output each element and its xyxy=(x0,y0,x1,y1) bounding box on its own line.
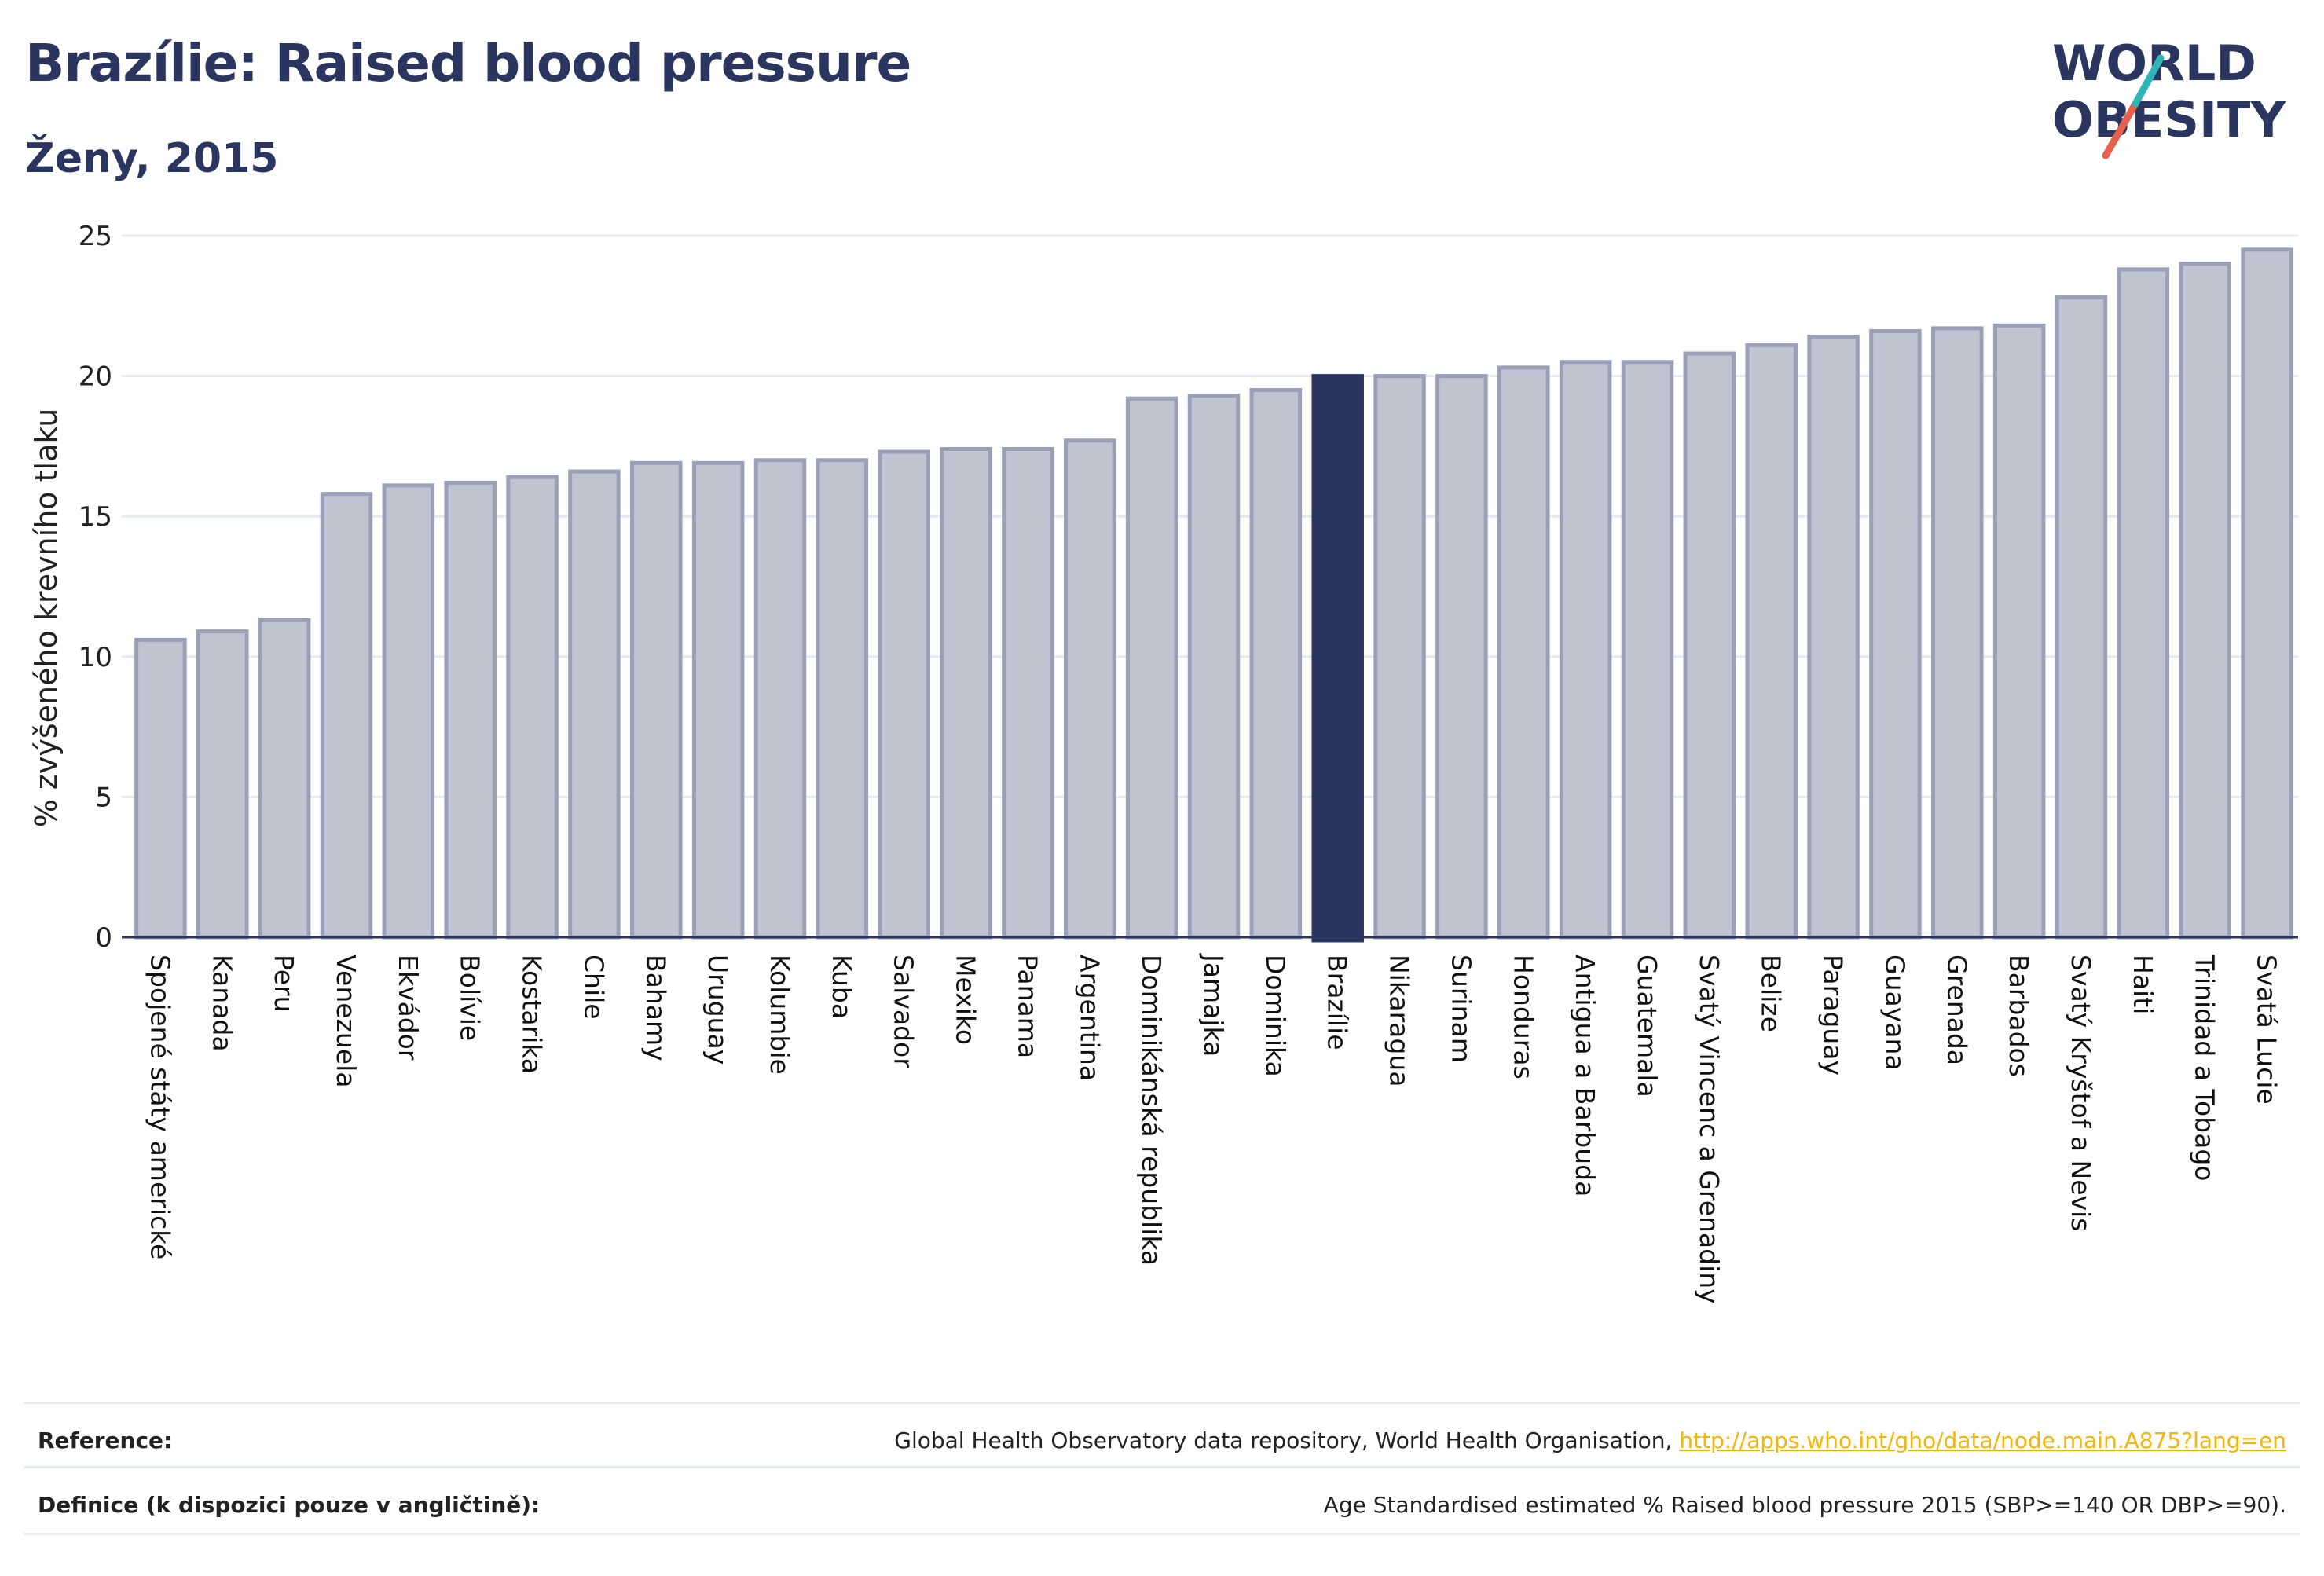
definition-label: Definice (k dispozici pouze v angličtině… xyxy=(38,1492,541,1518)
x-category-label: Guatemala xyxy=(1632,955,1662,1098)
bar xyxy=(506,475,559,940)
x-category-label: Kanada xyxy=(207,955,237,1052)
x-category-label: Bahamy xyxy=(640,955,671,1061)
x-category-label: Salvador xyxy=(889,955,919,1068)
logo-slash-red xyxy=(2102,100,2139,159)
bar xyxy=(1683,351,1736,940)
bar xyxy=(940,446,992,940)
x-category-label: Haiti xyxy=(2128,955,2158,1014)
bar xyxy=(1497,365,1550,940)
bar xyxy=(1559,360,1612,940)
y-axis-ticks: 0 5 10 15 20 25 xyxy=(79,221,112,954)
bar xyxy=(258,618,311,940)
x-category-label: Kostarika xyxy=(517,955,548,1074)
x-category-label: Nikaragua xyxy=(1384,955,1415,1087)
x-category-label: Svatý Kryštof a Nevis xyxy=(2066,955,2096,1231)
bar xyxy=(1931,326,1984,940)
x-category-label: Surinam xyxy=(1446,955,1476,1063)
x-category-label: Peru xyxy=(269,955,299,1013)
bar xyxy=(630,460,683,940)
bar xyxy=(2241,247,2293,940)
bar xyxy=(878,449,930,940)
bar xyxy=(753,458,807,940)
x-category-label: Grenada xyxy=(1941,955,1972,1065)
bar xyxy=(1992,323,2046,940)
x-category-label: Mexiko xyxy=(951,955,981,1045)
bar xyxy=(196,629,249,940)
bar xyxy=(1249,387,1303,940)
x-category-label: Panama xyxy=(1012,955,1043,1058)
definition-row: Definice (k dispozici pouze v angličtině… xyxy=(24,1466,2300,1535)
world-obesity-logo: WORLD OBESITY xyxy=(2052,35,2286,159)
x-category-label: Kuba xyxy=(827,955,857,1019)
x-category-label: Kolumbie xyxy=(764,955,795,1075)
bar xyxy=(568,469,621,940)
bar xyxy=(2055,295,2108,940)
bar xyxy=(2117,267,2170,940)
y-tick-label: 5 xyxy=(95,782,112,813)
x-category-label: Paraguay xyxy=(1818,955,1849,1076)
x-category-label: Dominikánská republika xyxy=(1136,955,1167,1266)
x-category-label: Svatý Vincenc a Grenadiny xyxy=(1694,955,1725,1304)
x-category-label: Barbados xyxy=(2003,955,2034,1077)
y-tick-label: 15 xyxy=(79,501,112,533)
bar xyxy=(1869,328,1922,940)
bar xyxy=(1745,343,1798,940)
reference-value: Global Health Observatory data repositor… xyxy=(894,1428,2286,1453)
bar xyxy=(1373,374,1426,940)
bar-highlight xyxy=(1311,374,1364,943)
y-tick-label: 0 xyxy=(95,922,112,954)
logo-line2: OBESITY xyxy=(2052,91,2286,148)
y-axis-label: % zvýšeného krevního tlaku xyxy=(29,409,64,828)
x-category-label: Uruguay xyxy=(702,955,733,1065)
logo-slash-teal xyxy=(2132,54,2165,108)
bars xyxy=(134,247,2293,943)
bar xyxy=(1125,396,1178,940)
x-category-label: Venezuela xyxy=(331,955,361,1087)
bar xyxy=(691,460,745,940)
reference-link[interactable]: http://apps.who.int/gho/data/node.main.A… xyxy=(1679,1428,2286,1453)
definition-text: Age Standardised estimated % Raised bloo… xyxy=(1323,1492,2286,1518)
y-tick-label: 25 xyxy=(79,221,112,252)
bar xyxy=(2179,262,2231,940)
x-category-label: Chile xyxy=(578,955,609,1020)
x-axis-labels: Spojené státy americké Kanada Peru Venezuel… xyxy=(145,953,2282,1304)
reference-label: Reference: xyxy=(38,1428,173,1453)
x-category-label: Bolívie xyxy=(455,955,486,1041)
reference-row: Reference: Global Health Observatory dat… xyxy=(24,1402,2300,1468)
bar-chart: 0 5 10 15 20 25 Spojené státy americké Kanada P… xyxy=(29,221,2298,1304)
y-tick-label: 10 xyxy=(79,642,112,673)
y-tick-label: 20 xyxy=(79,361,112,393)
x-category-label: Guayana xyxy=(1879,955,1910,1071)
x-category-label: Svatá Lucie xyxy=(2252,955,2282,1105)
bar xyxy=(1435,374,1488,940)
bar xyxy=(134,637,187,940)
bar xyxy=(1187,394,1241,940)
chart-title: Brazílie: Raised blood pressure xyxy=(25,33,911,93)
bar xyxy=(1002,446,1054,940)
x-category-label: Brazílie xyxy=(1322,955,1353,1050)
chart-subtitle: Ženy, 2015 xyxy=(25,135,279,182)
bar xyxy=(320,492,373,940)
x-category-label: Trinidad a Tobago xyxy=(2190,954,2220,1182)
x-category-label: Antigua a Barbuda xyxy=(1570,955,1600,1197)
bar xyxy=(1621,360,1674,940)
x-category-label: Ekvádor xyxy=(393,955,423,1061)
reference-text: Global Health Observatory data repositor… xyxy=(894,1428,1680,1453)
x-category-label: Honduras xyxy=(1508,955,1538,1079)
x-category-label: Spojené státy americké xyxy=(145,955,175,1259)
bar xyxy=(816,458,869,940)
bar xyxy=(1807,335,1860,940)
x-category-label: Jamajka xyxy=(1198,953,1229,1057)
bar xyxy=(1064,438,1116,940)
x-category-label: Argentina xyxy=(1074,955,1105,1081)
x-category-label: Dominika xyxy=(1260,955,1291,1077)
bar xyxy=(444,480,497,940)
bar xyxy=(382,483,435,940)
x-category-label: Belize xyxy=(1756,955,1787,1032)
